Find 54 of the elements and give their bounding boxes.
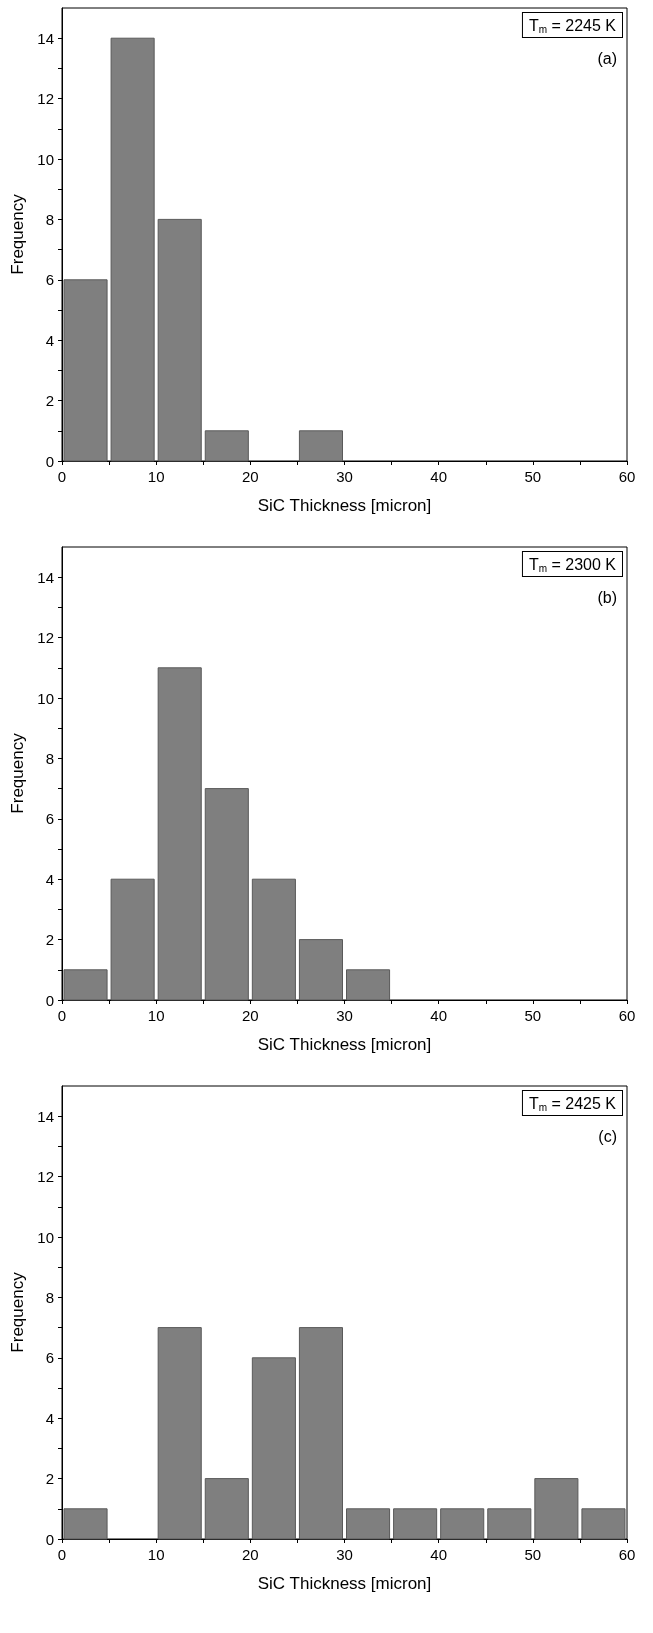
x-tick-label: 0: [57, 468, 67, 485]
y-tick-label: 14: [37, 29, 54, 47]
y-tick-label: 4: [45, 870, 54, 888]
y-tick-label: 14: [37, 1107, 54, 1125]
y-tick-label: 2: [45, 1470, 54, 1488]
y-tick-label: 6: [45, 1349, 54, 1367]
x-axis-title: SiC Thickness [micron]: [257, 1035, 432, 1054]
y-axis-title: Frequency: [8, 732, 28, 814]
y-tick-label: 10: [37, 689, 54, 707]
x-tick-label: 0: [57, 1007, 67, 1024]
y-tick-label: 6: [45, 810, 54, 828]
y-tick-label: 12: [37, 1168, 54, 1186]
x-tick-label: 60: [618, 468, 636, 485]
y-tick-label: 10: [37, 150, 54, 168]
x-tick-label: 50: [524, 1007, 542, 1024]
x-tick-label: 10: [147, 1546, 165, 1563]
y-tick-label: 8: [45, 210, 54, 228]
y-tick-label: 2: [45, 392, 54, 410]
x-tick-label: 20: [241, 1007, 259, 1024]
x-tick-label: 40: [430, 1007, 448, 1024]
x-tick-label: 30: [336, 1546, 353, 1563]
y-tick-label: 4: [45, 331, 54, 349]
y-tick-label: 0: [45, 991, 54, 1009]
y-tick-label: 2: [45, 931, 54, 949]
x-tick-label: 10: [147, 468, 165, 485]
x-tick-label: 10: [147, 1007, 165, 1024]
x-tick-label: 50: [524, 468, 542, 485]
y-tick-label: 6: [45, 271, 54, 289]
y-tick-label: 12: [37, 629, 54, 647]
y-tick-label: 0: [45, 452, 54, 470]
x-tick-label: 60: [618, 1007, 636, 1024]
annotation: (b): [597, 588, 618, 606]
x-tick-label: 30: [336, 468, 353, 485]
x-tick-label: 20: [241, 1546, 259, 1563]
y-tick-label: 8: [45, 1288, 54, 1306]
x-tick-label: 30: [336, 1007, 353, 1024]
x-tick-label: 40: [430, 468, 448, 485]
y-axis-title: Frequency: [8, 1271, 28, 1353]
x-tick-label: 50: [524, 1546, 542, 1563]
x-tick-label: 60: [618, 1546, 636, 1563]
y-tick-label: 8: [45, 749, 54, 767]
annotation: (c): [598, 1127, 617, 1145]
y-tick-label: 0: [45, 1530, 54, 1548]
y-axis-title: Frequency: [8, 193, 28, 275]
x-axis-title: SiC Thickness [micron]: [257, 496, 432, 515]
y-tick-label: 12: [37, 90, 54, 108]
y-tick-label: 14: [37, 568, 54, 586]
x-axis-title: SiC Thickness [micron]: [257, 1574, 432, 1593]
x-tick-label: 0: [57, 1546, 67, 1563]
y-tick-label: 4: [45, 1409, 54, 1427]
annotation: (a): [597, 49, 618, 67]
x-tick-label: 40: [430, 1546, 448, 1563]
y-tick-label: 10: [37, 1228, 54, 1246]
x-tick-label: 20: [241, 468, 259, 485]
